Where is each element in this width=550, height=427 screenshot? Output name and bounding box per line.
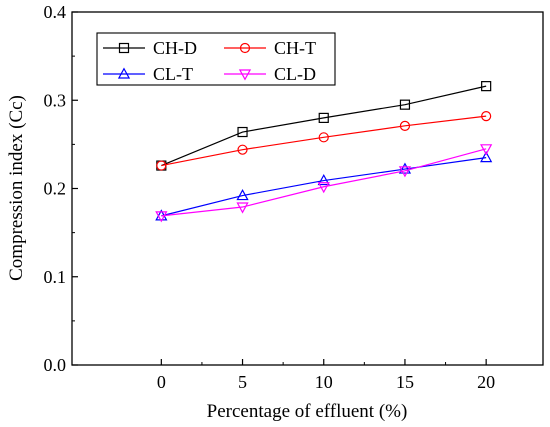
data-point-ch-t (481, 111, 492, 122)
x-axis-title: Percentage of effluent (%) (207, 401, 408, 422)
series-line-cl-d (161, 148, 487, 217)
legend-box (96, 32, 336, 86)
legend-label-cl-d: CL-D (274, 64, 316, 84)
x-tick-label: 15 (396, 372, 414, 392)
x-tick-label: 0 (157, 372, 166, 392)
data-point-ch-d (481, 81, 492, 92)
data-point-cl-t (236, 189, 249, 201)
x-tick-label: 20 (477, 372, 495, 392)
legend: CH-D CH-T CL-T CL-D (96, 32, 336, 86)
y-tick-label: 0.1 (44, 267, 67, 287)
plot-layer: 0.0 0.1 0.2 0.3 0.4 0 5 10 15 20 CH-D CH-T CL-T CL-D (44, 2, 544, 392)
data-point-ch-d (318, 112, 329, 124)
x-tick-label: 10 (315, 372, 333, 392)
series-cl-d (155, 144, 493, 223)
legend-marker-ch-t (239, 42, 251, 54)
data-point-cl-d (155, 211, 168, 223)
data-point-ch-t (237, 144, 248, 155)
x-tick-label: 5 (238, 372, 247, 392)
data-point-ch-t (156, 160, 167, 171)
data-point-cl-t (480, 151, 493, 163)
data-point-cl-d (317, 182, 330, 194)
data-point-cl-t (317, 174, 330, 186)
data-point-cl-d (398, 166, 412, 178)
series-line-cl-t (161, 157, 487, 217)
series-cl-t (155, 151, 493, 221)
y-tick-label: 0.3 (44, 90, 67, 110)
y-tick-label: 0.4 (44, 2, 67, 22)
data-point-cl-d (236, 202, 249, 214)
series-line-ch-t (161, 115, 487, 167)
y-axis-title: Compression index (Cc) (6, 95, 27, 281)
legend-label-cl-t: CL-T (153, 64, 193, 84)
data-point-ch-t (399, 120, 411, 131)
legend-label-ch-t: CH-T (274, 38, 316, 58)
data-point-cl-t (398, 162, 412, 174)
data-point-ch-t (318, 132, 329, 143)
series-ch-t (156, 111, 492, 171)
legend-label-ch-d: CH-D (153, 38, 197, 58)
legend-marker-cl-d (238, 69, 252, 81)
legend-marker-cl-t (117, 67, 131, 79)
data-point-ch-d (399, 99, 411, 110)
y-tick-label: 0.0 (44, 355, 67, 375)
series-line-ch-d (161, 85, 487, 167)
y-tick-label: 0.2 (44, 179, 67, 199)
legend-marker-ch-d (118, 42, 130, 54)
data-point-cl-d (480, 144, 493, 156)
data-point-ch-d (237, 126, 248, 138)
